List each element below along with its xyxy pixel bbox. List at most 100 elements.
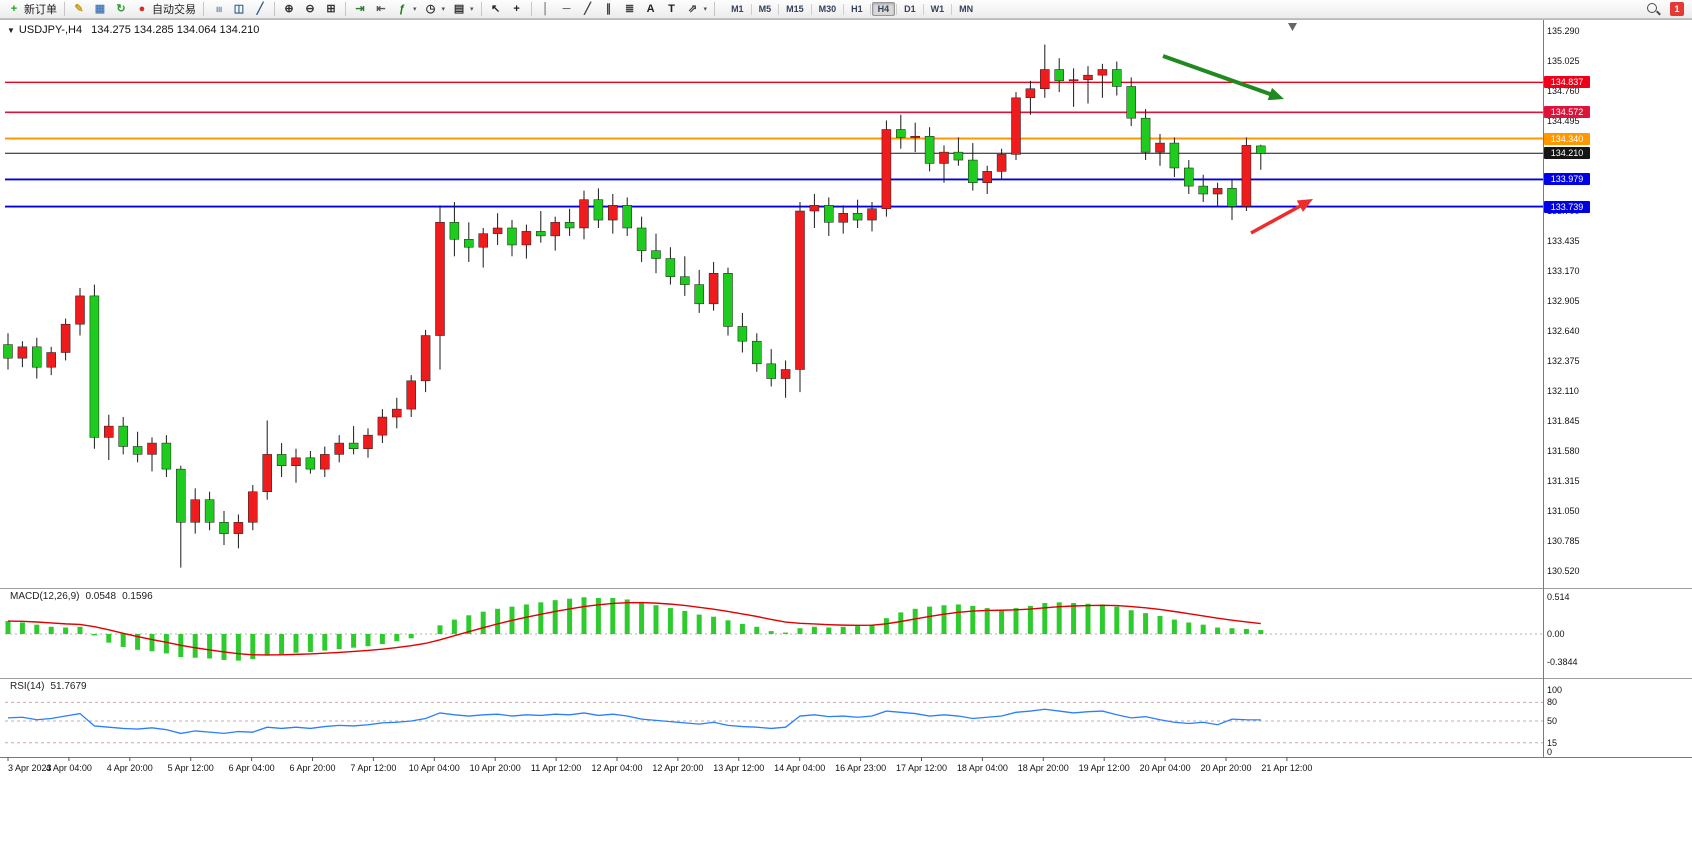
dropdown-arrow-icon: ▾ xyxy=(413,6,417,13)
horizontal-line-icon: ─ xyxy=(562,2,571,15)
toolbar-separator xyxy=(345,2,346,16)
auto-scroll-button[interactable]: ⇥ xyxy=(350,1,370,18)
timeframe-d1-button[interactable]: D1 xyxy=(904,4,916,14)
macd-indicator-label: MACD(12,26,9) xyxy=(10,591,80,602)
notification-badge[interactable]: 1 xyxy=(1670,2,1684,16)
chart-shift-marker[interactable] xyxy=(1288,23,1297,31)
templates-icon: ▤ xyxy=(453,2,465,15)
toolbar-separator xyxy=(714,2,716,16)
arrows-button[interactable]: ⇗ ▾ xyxy=(683,1,711,18)
timeframe-m1-button[interactable]: M1 xyxy=(731,4,744,14)
quick-trade-toggle-icon[interactable]: ▼ xyxy=(7,26,15,35)
metaeditor-icon: ✎ xyxy=(74,2,84,15)
vertical-line-icon: │ xyxy=(542,2,549,15)
zoom-in-button[interactable]: ⊕ xyxy=(279,1,299,18)
timeframe-separator xyxy=(843,3,845,15)
chart-shift-icon: ⇤ xyxy=(376,2,386,15)
periods-icon: ◷ xyxy=(425,2,436,15)
auto-trading-button-label: 自动交易 xyxy=(152,4,196,16)
zoom-out-button[interactable]: ⊖ xyxy=(300,1,320,18)
time-axis-ticks xyxy=(7,757,1288,761)
rsi-indicator-label: RSI(14) xyxy=(10,681,45,692)
new-order-icon: + xyxy=(10,2,18,15)
drawn-arrows[interactable] xyxy=(1162,54,1313,235)
fibonacci-icon: ≣ xyxy=(624,2,635,15)
timeframe-w1-button[interactable]: W1 xyxy=(930,4,945,14)
timeframe-m30-button[interactable]: M30 xyxy=(818,4,837,14)
market-watch-button[interactable]: ▦ xyxy=(90,1,110,18)
vertical-line-button[interactable]: │ xyxy=(536,1,556,18)
toolbar-separator xyxy=(203,2,204,16)
text-button[interactable]: A xyxy=(641,1,661,18)
channel-button[interactable]: ∥ xyxy=(599,1,619,18)
market-watch-icon: ▦ xyxy=(94,2,106,15)
timeframe-separator xyxy=(810,3,812,15)
search-icon[interactable] xyxy=(1646,2,1661,17)
rsi-panel-graphics xyxy=(5,701,1543,744)
indicators-button[interactable]: ƒ ▾ xyxy=(392,1,420,18)
zoom-in-icon: ⊕ xyxy=(284,2,294,15)
timeframe-separator xyxy=(896,3,898,15)
dropdown-arrow-icon: ▾ xyxy=(441,6,446,13)
indicators-icon: ƒ xyxy=(398,2,406,15)
arrows-icon: ⇗ xyxy=(687,2,698,15)
auto-trading-button[interactable]: ● 自动交易 xyxy=(132,1,199,18)
dropdown-arrow-icon: ▾ xyxy=(470,6,474,13)
timeframe-mn-button[interactable]: MN xyxy=(959,4,974,14)
timeframe-m15-button[interactable]: M15 xyxy=(786,4,804,14)
toolbar-separator xyxy=(530,2,532,16)
text-icon: A xyxy=(646,2,655,15)
dropdown-arrow-icon: ▾ xyxy=(703,6,708,13)
candlestick-chart-button[interactable]: ◫ xyxy=(229,1,249,18)
templates-button[interactable]: ▤ ▾ xyxy=(449,1,477,18)
toolbar-separator xyxy=(274,2,275,16)
timeframe-separator xyxy=(750,3,752,15)
channel-icon: ∥ xyxy=(605,2,612,15)
timeframe-separator xyxy=(869,3,871,15)
crosshair-button[interactable]: + xyxy=(507,1,527,18)
timeframe-group: M1 M5 M15 M30 H1 H4 D1 W1 MN xyxy=(725,2,979,16)
new-order-button[interactable]: + 新订单 xyxy=(4,1,60,18)
refresh-icon: ↻ xyxy=(116,2,126,15)
macd-panel-graphics xyxy=(5,597,1543,661)
periods-button[interactable]: ◷ ▾ xyxy=(421,1,449,18)
line-chart-icon: ╱ xyxy=(256,2,264,15)
auto-trading-icon: ● xyxy=(138,2,146,15)
candlesticks xyxy=(3,44,1266,568)
crosshair-icon: + xyxy=(513,2,520,15)
timeframe-separator xyxy=(922,3,924,15)
toolbar-separator xyxy=(64,2,65,16)
macd-label-row: MACD(12,26,9) 0.0548 0.1596 xyxy=(10,591,159,602)
refresh-button[interactable]: ↻ xyxy=(111,1,131,18)
text-label-icon: T xyxy=(668,2,675,15)
horizontal-level-lines[interactable] xyxy=(5,81,1543,208)
trendline-button[interactable]: ╱ xyxy=(578,1,598,18)
rsi-label-row: RSI(14) 51.7679 xyxy=(10,681,93,692)
tile-windows-button[interactable]: ⊞ xyxy=(321,1,341,18)
auto-scroll-icon: ⇥ xyxy=(355,2,365,15)
timeframe-h1-button[interactable]: H1 xyxy=(851,4,863,14)
zoom-out-icon: ⊖ xyxy=(305,2,315,15)
new-order-button-label: 新订单 xyxy=(24,4,57,16)
metaeditor-button[interactable]: ✎ xyxy=(69,1,89,18)
timeframe-h4-button[interactable]: H4 xyxy=(871,2,896,16)
chart-shift-button[interactable]: ⇤ xyxy=(371,1,391,18)
tile-windows-icon: ⊞ xyxy=(326,2,336,15)
text-label-button[interactable]: T xyxy=(662,1,682,18)
panel-separators xyxy=(0,19,1692,758)
horizontal-line-button[interactable]: ─ xyxy=(557,1,577,18)
fibonacci-button[interactable]: ≣ xyxy=(620,1,640,18)
symbol-timeframe-label: USDJPY-,H4 xyxy=(18,24,83,36)
timeframe-m5-button[interactable]: M5 xyxy=(758,4,772,14)
cursor-icon: ↖ xyxy=(490,2,501,15)
timeframe-separator xyxy=(778,3,780,15)
cursor-button[interactable]: ↖ xyxy=(486,1,506,18)
toolbar-separator xyxy=(480,2,482,16)
rsi-value: 51.7679 xyxy=(50,681,87,692)
candlestick-chart-icon: ◫ xyxy=(233,2,245,15)
bar-chart-icon: ≡ xyxy=(212,5,225,13)
bar-chart-button[interactable]: ≡ xyxy=(208,1,228,18)
line-chart-button[interactable]: ╱ xyxy=(250,1,270,18)
macd-main-value: 0.0548 xyxy=(85,591,117,602)
